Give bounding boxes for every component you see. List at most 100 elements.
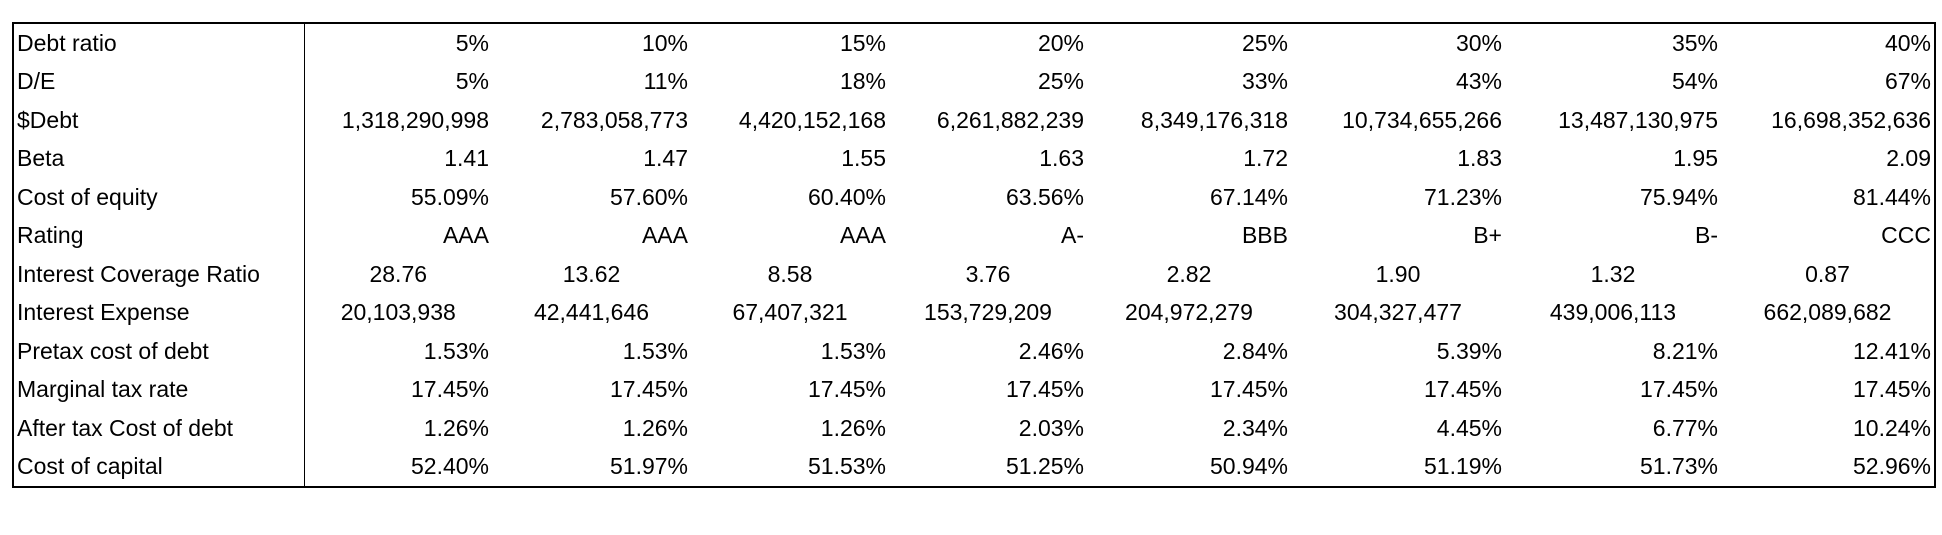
row-label: Pretax cost of debt — [13, 332, 305, 371]
cell: 13.62 — [562, 260, 621, 287]
cell: 2.03% — [1018, 414, 1084, 441]
cell: 55.09% — [410, 183, 489, 210]
cell: 20,103,938 — [340, 299, 456, 326]
cell: 4.45% — [1436, 414, 1502, 441]
cell: 304,327,477 — [1334, 299, 1462, 326]
cell: 40% — [1884, 29, 1931, 56]
cell: 17.45% — [1423, 376, 1502, 403]
cell: 1.32 — [1590, 260, 1636, 287]
cell: 2.84% — [1222, 337, 1288, 364]
cell: 30% — [1455, 29, 1502, 56]
cell: 17.45% — [609, 376, 688, 403]
cell: 52.40% — [410, 453, 489, 480]
cell: 67% — [1884, 68, 1931, 95]
cell: A- — [1061, 222, 1084, 249]
row-label: After tax Cost of debt — [13, 409, 305, 448]
cell: 10% — [641, 29, 688, 56]
cell: 63.56% — [1005, 183, 1084, 210]
cell: 1.53% — [622, 337, 688, 364]
cell: 3.76 — [965, 260, 1011, 287]
cell: 2.46% — [1018, 337, 1084, 364]
cell: 10.24% — [1852, 414, 1931, 441]
cell: 60.40% — [807, 183, 886, 210]
cell: 5.39% — [1436, 337, 1502, 364]
cell: 17.45% — [807, 376, 886, 403]
cell: 25% — [1241, 29, 1288, 56]
cell: B+ — [1473, 222, 1502, 249]
cell: 0.87 — [1805, 260, 1850, 287]
table-row: Interest Expense 20,103,938 42,441,646 67,4… — [13, 293, 1935, 332]
cell: 57.60% — [609, 183, 688, 210]
cell: 1.90 — [1375, 260, 1421, 287]
table-row: Rating AAA AAA AAA A- BBB B+ B- CCC — [13, 216, 1935, 255]
cell: 8.21% — [1652, 337, 1718, 364]
cell: 25% — [1037, 68, 1084, 95]
cell: 6,261,882,239 — [936, 106, 1084, 133]
cell: 51.53% — [807, 453, 886, 480]
table-body: Debt ratio 5% 10% 15% 20% 25% 30% 35% 40% D/E 5% 11… — [13, 23, 1935, 487]
cell: 1.83 — [1457, 145, 1502, 172]
cell: 2.82 — [1166, 260, 1212, 287]
row-label: Interest Expense — [13, 293, 305, 332]
cell: 43% — [1455, 68, 1502, 95]
cell: 17.45% — [1852, 376, 1931, 403]
cell: 8.58 — [767, 260, 813, 287]
cell: 662,089,682 — [1763, 299, 1892, 326]
table-row: Interest Coverage Ratio 28.76 13.62 8.58 3.7… — [13, 255, 1935, 294]
cell: 52.96% — [1852, 453, 1931, 480]
table-row: $Debt 1,318,290,998 2,783,058,773 4,420,152… — [13, 101, 1935, 140]
cell: 1.41 — [444, 145, 489, 172]
cell: 1,318,290,998 — [341, 106, 489, 133]
cell: 1.47 — [643, 145, 688, 172]
row-label: Interest Coverage Ratio — [13, 255, 305, 294]
cell: 42,441,646 — [533, 299, 650, 326]
cell: AAA — [839, 222, 886, 249]
cell: 51.73% — [1639, 453, 1718, 480]
cell: 71.23% — [1423, 183, 1502, 210]
cell: 10,734,655,266 — [1342, 106, 1502, 133]
row-label: Debt ratio — [13, 23, 305, 63]
cell: 1.53% — [820, 337, 886, 364]
cell: 33% — [1241, 68, 1288, 95]
cell: 4,420,152,168 — [738, 106, 886, 133]
cell: 81.44% — [1852, 183, 1931, 210]
cell: 8,349,176,318 — [1140, 106, 1288, 133]
cell: 2.34% — [1222, 414, 1288, 441]
cell: 2.09 — [1886, 145, 1931, 172]
cell: 16,698,352,636 — [1771, 106, 1931, 133]
table-row: Debt ratio 5% 10% 15% 20% 25% 30% 35% 40% — [13, 23, 1935, 63]
data-table: Debt ratio 5% 10% 15% 20% 25% 30% 35% 40% D/E 5% 11… — [12, 22, 1936, 488]
cell: 439,006,113 — [1549, 299, 1677, 326]
table-row: Beta 1.41 1.47 1.55 1.63 1.72 1.83 1.95 2.09 — [13, 139, 1935, 178]
cell: 18% — [839, 68, 886, 95]
cell: CCC — [1881, 222, 1931, 249]
cell: 67,407,321 — [732, 299, 848, 326]
row-label: D/E — [13, 62, 305, 101]
cell: 1.55 — [841, 145, 886, 172]
cell: 1.26% — [820, 414, 886, 441]
cell: 28.76 — [369, 260, 428, 287]
cell: 67.14% — [1209, 183, 1288, 210]
cell: 153,729,209 — [924, 299, 1052, 326]
table-row: Marginal tax rate 17.45% 17.45% 17.45% 17.45… — [13, 370, 1935, 409]
cell: 1.72 — [1243, 145, 1288, 172]
row-label: Rating — [13, 216, 305, 255]
table-row: Cost of equity 55.09% 57.60% 60.40% 63.56% 67… — [13, 178, 1935, 217]
table-row: Cost of capital 52.40% 51.97% 51.53% 51.25% 5… — [13, 447, 1935, 487]
cell: 15% — [839, 29, 886, 56]
cell: 75.94% — [1639, 183, 1718, 210]
cell: 12.41% — [1852, 337, 1931, 364]
cell: 5% — [455, 29, 489, 56]
table-row: D/E 5% 11% 18% 25% 33% 43% 54% 67% — [13, 62, 1935, 101]
cell: B- — [1695, 222, 1718, 249]
cell: BBB — [1241, 222, 1288, 249]
row-label: Marginal tax rate — [13, 370, 305, 409]
cell: 204,972,279 — [1125, 299, 1253, 326]
cell: 13,487,130,975 — [1558, 106, 1718, 133]
cell: 51.25% — [1005, 453, 1084, 480]
cell: 1.63 — [1039, 145, 1084, 172]
cell: 54% — [1671, 68, 1718, 95]
cell: 5% — [455, 68, 489, 95]
table-row: Pretax cost of debt 1.53% 1.53% 1.53% 2.46% 2… — [13, 332, 1935, 371]
